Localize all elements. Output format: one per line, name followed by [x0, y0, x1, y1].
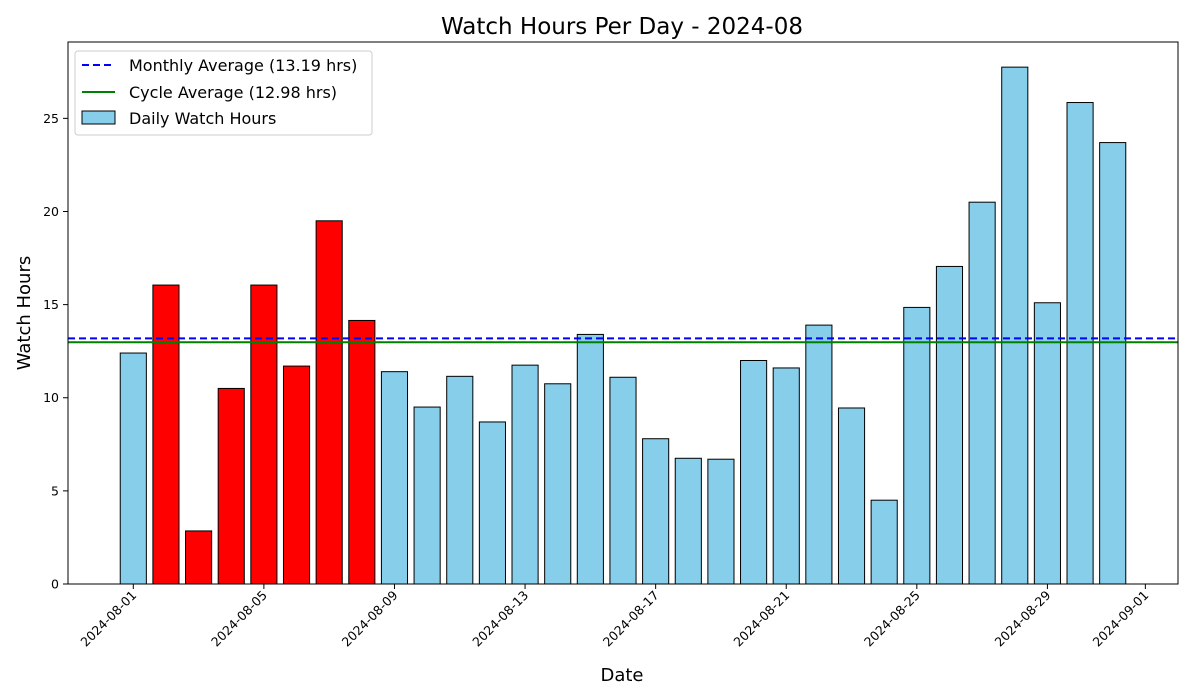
bar: [772, 367, 800, 585]
bar: [380, 371, 409, 585]
legend: Monthly Average (13.19 hrs) Cycle Averag…: [74, 50, 373, 136]
bar: [1099, 142, 1127, 585]
x-tick-label: 2024-08-17: [600, 588, 662, 650]
bar: [740, 359, 768, 585]
bar: [968, 201, 996, 585]
chart-title: Watch Hours Per Day - 2024-08: [441, 14, 803, 40]
x-axis-label: Date: [600, 665, 643, 686]
bar: [609, 376, 637, 585]
bar-highlighted: [282, 365, 311, 585]
x-tick-label: 2024-08-25: [861, 588, 923, 650]
y-axis: 0 5 10 15 20 25: [43, 111, 68, 592]
bar: [511, 364, 539, 585]
x-tick-label: 2024-08-01: [77, 588, 139, 650]
bar: [576, 333, 604, 585]
bar: [478, 421, 506, 585]
x-tick-label: 2024-08-29: [992, 587, 1054, 649]
y-tick-label: 5: [51, 483, 59, 498]
x-tick-label: 2024-08-21: [730, 588, 792, 650]
x-tick-label: 2024-08-13: [469, 588, 531, 650]
plot-area-frame: [67, 41, 1179, 585]
bar-highlighted: [152, 284, 180, 585]
x-axis: 2024-08-01 2024-08-05 2024-08-09 2024-08-13…: [77, 584, 1152, 650]
legend-daily-bar-label: Daily Watch Hours: [129, 109, 276, 128]
bar-highlighted: [185, 530, 213, 585]
bar: [119, 352, 147, 585]
bar-highlighted: [250, 284, 278, 585]
legend-monthly-average-label: Monthly Average (13.19 hrs): [129, 56, 357, 75]
legend-box: [74, 50, 373, 136]
average-lines-layer: [68, 337, 1178, 344]
bar: [837, 407, 866, 585]
bar: [413, 406, 441, 585]
bar: [1033, 302, 1061, 585]
bar: [935, 265, 964, 585]
bar: [805, 324, 833, 585]
bar: [446, 375, 474, 585]
legend-cycle-average-label: Cycle Average (12.98 hrs): [129, 83, 337, 102]
bar-highlighted: [348, 319, 376, 585]
x-tick-label: 2024-08-05: [208, 588, 270, 650]
y-tick-label: 20: [43, 204, 59, 219]
bar: [903, 306, 931, 585]
bar: [1001, 66, 1029, 585]
y-tick-label: 0: [51, 577, 59, 592]
y-tick-label: 25: [43, 111, 59, 126]
bar: [544, 383, 572, 585]
bars-layer: [119, 66, 1127, 585]
legend-daily-bar-swatch: [81, 110, 116, 125]
bar: [674, 457, 702, 585]
bar: [642, 438, 670, 585]
x-tick-label: 2024-09-01: [1090, 588, 1152, 650]
bar-highlighted: [217, 387, 245, 585]
bar: [870, 499, 898, 585]
bar-highlighted: [315, 220, 343, 585]
x-tick-label: 2024-08-09: [339, 587, 401, 649]
y-tick-label: 10: [43, 390, 59, 405]
bar: [1066, 102, 1094, 585]
y-tick-label: 15: [43, 297, 59, 312]
y-axis-label: Watch Hours: [14, 256, 35, 371]
bar: [707, 458, 735, 585]
